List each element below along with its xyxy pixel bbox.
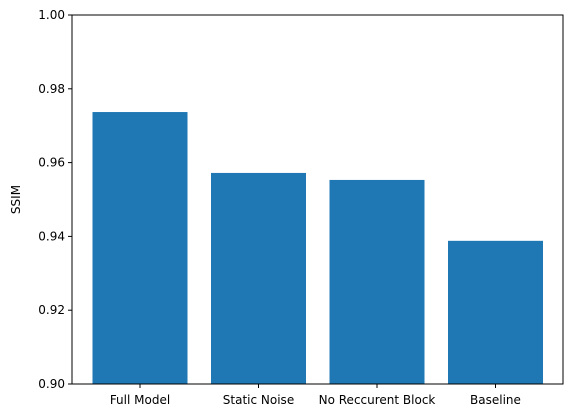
y-tick-label: 0.96 <box>38 156 65 170</box>
x-tick-label: Full Model <box>110 393 170 407</box>
y-tick-label: 0.90 <box>38 377 65 391</box>
y-tick-label: 1.00 <box>38 8 65 22</box>
x-axis-ticks: Full Model Static Noise No Reccurent Block… <box>110 384 521 407</box>
x-tick-label: No Reccurent Block <box>319 393 436 407</box>
bars-group <box>92 112 543 384</box>
bar-no-reccurent-block <box>329 179 425 384</box>
y-tick-label: 0.98 <box>38 82 65 96</box>
plot-frame <box>71 14 564 385</box>
bar-static-noise <box>211 172 306 384</box>
x-tick-label: Static Noise <box>223 393 294 407</box>
y-tick-label: 0.92 <box>38 303 65 317</box>
y-axis-ticks: 0.90 0.92 0.94 0.96 0.98 1.00 <box>38 8 72 391</box>
bar-baseline <box>448 240 543 384</box>
x-tick-label: Baseline <box>470 393 521 407</box>
y-tick-label: 0.94 <box>38 229 65 243</box>
y-axis-label: SSIM <box>9 185 23 214</box>
bar-full-model <box>92 112 188 384</box>
